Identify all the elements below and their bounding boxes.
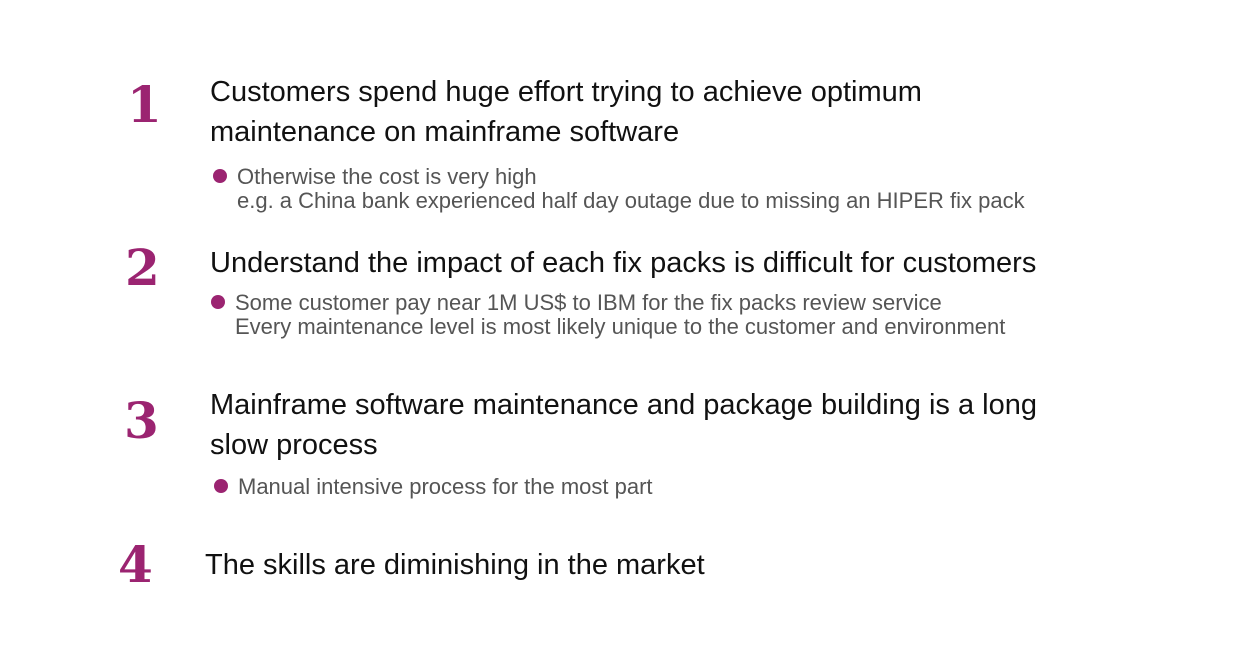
bullet-dot (211, 295, 225, 309)
item-number-3: 3 (124, 391, 159, 450)
item-number-4: 4 (118, 535, 153, 594)
bullet-line: Every maintenance level is most likely u… (235, 314, 1006, 339)
bullet-line: e.g. a China bank experienced half day o… (237, 188, 1025, 213)
bullet-line: Some customer pay near 1M US$ to IBM for… (235, 290, 942, 315)
heading-line: Understand the impact of each fix packs … (210, 247, 1037, 279)
item-number-2: 2 (125, 238, 160, 297)
bullet-line: Manual intensive process for the most pa… (238, 474, 653, 499)
item-heading-1: Customers spend huge effort trying to ac… (210, 72, 922, 152)
heading-line: maintenance on mainframe software (210, 116, 680, 148)
heading-line: Customers spend huge effort trying to ac… (210, 76, 922, 108)
item-heading-2: Understand the impact of each fix packs … (210, 243, 1036, 283)
heading-line: The skills are diminishing in the market (205, 549, 705, 581)
item-bullet-1: Otherwise the cost is very high e.g. a C… (213, 164, 1025, 213)
heading-line: slow process (210, 429, 378, 461)
bullet-dot (214, 479, 228, 493)
item-number-1: 1 (127, 75, 162, 134)
item-heading-4: The skills are diminishing in the market (205, 545, 705, 585)
item-bullet-2: Some customer pay near 1M US$ to IBM for… (211, 290, 1006, 339)
bullet-line: Otherwise the cost is very high (237, 164, 537, 189)
item-heading-3: Mainframe software maintenance and packa… (210, 385, 1037, 465)
item-bullet-3: Manual intensive process for the most pa… (214, 474, 653, 499)
bullet-dot (213, 169, 227, 183)
heading-line: Mainframe software maintenance and packa… (210, 389, 1037, 421)
